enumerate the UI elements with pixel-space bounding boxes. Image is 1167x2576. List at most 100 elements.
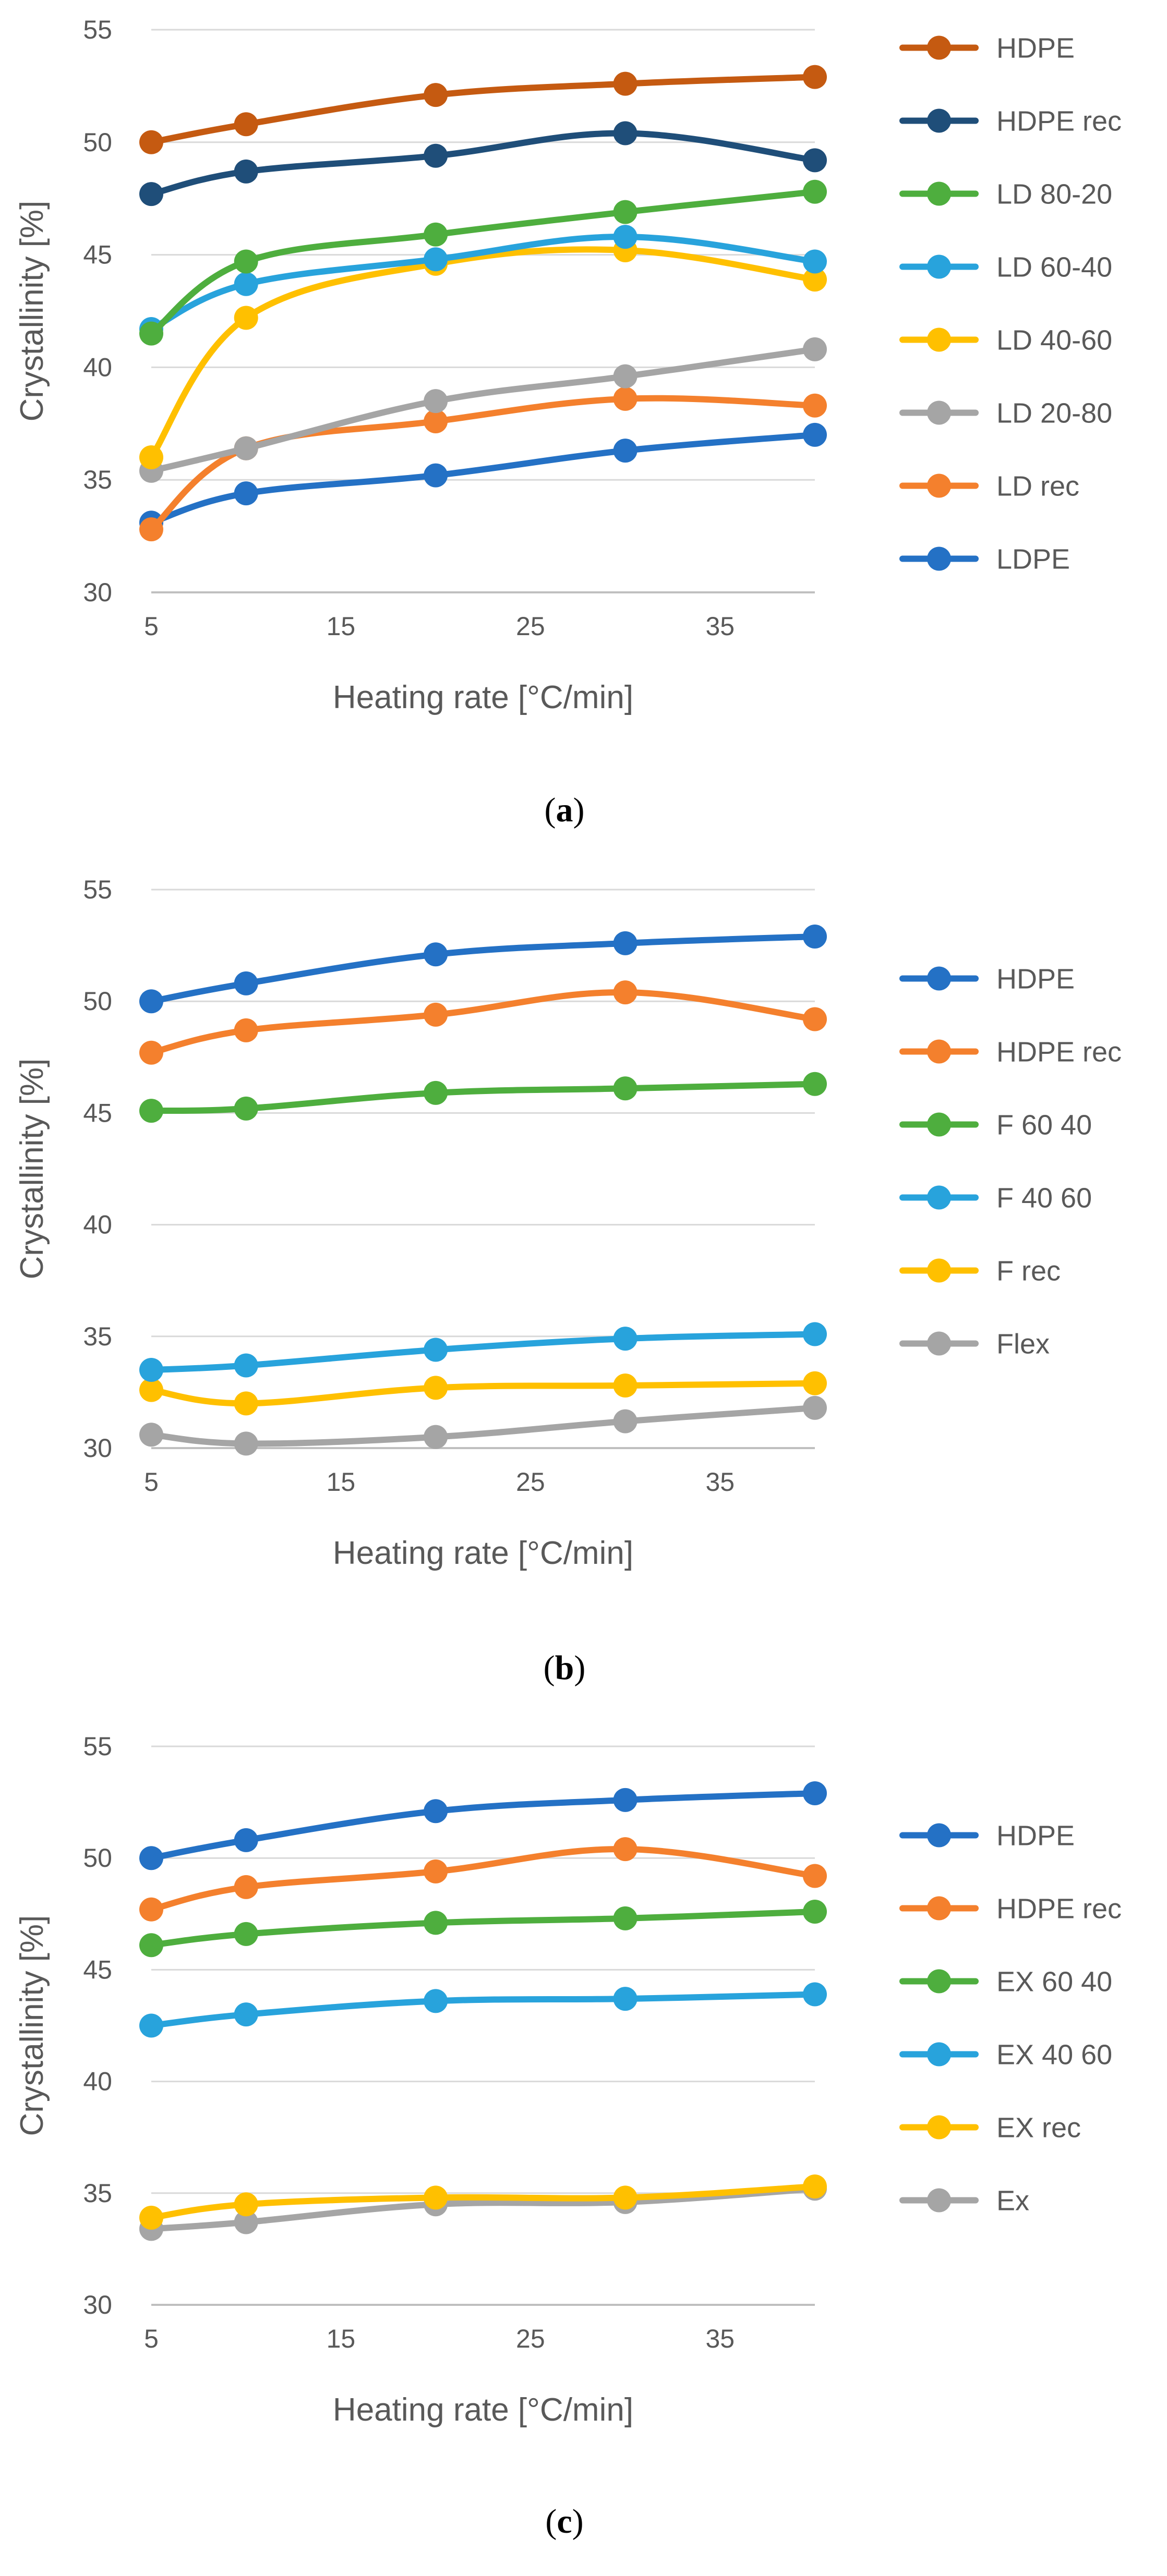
series-ex-40-60: [139, 1982, 827, 2038]
data-point: [803, 1007, 827, 1031]
x-tick-label: 5: [144, 2324, 159, 2353]
data-point: [613, 121, 637, 145]
data-point: [424, 83, 448, 107]
legend-label: EX 60 40: [996, 1966, 1112, 1998]
data-point: [234, 272, 258, 296]
data-point: [139, 2205, 163, 2230]
x-tick-label: 25: [516, 2324, 545, 2353]
data-point: [234, 1431, 258, 1456]
legend-swatch-marker: [927, 400, 951, 425]
data-point: [613, 1076, 637, 1101]
data-point: [424, 1002, 448, 1027]
legend-item: LD 80-20: [899, 179, 1112, 210]
data-point: [234, 481, 258, 506]
legend-label: F rec: [996, 1256, 1061, 1287]
legend-swatch-marker: [927, 2042, 951, 2067]
legend-label: LD rec: [996, 471, 1079, 502]
legend-label: HDPE rec: [996, 1893, 1122, 1925]
data-point: [613, 1906, 637, 1930]
data-point: [234, 112, 258, 137]
series-ld-60-40: [139, 225, 827, 342]
legend-label: LD 60-40: [996, 252, 1112, 283]
data-point: [424, 1425, 448, 1449]
legend-label: HDPE: [996, 1820, 1075, 1852]
series-f-60-40: [139, 1072, 827, 1123]
legend-label: LD 20-80: [996, 398, 1112, 429]
data-point: [424, 2185, 448, 2210]
legend-swatch-marker: [927, 181, 951, 206]
legend: HDPE HDPE rec EX 60 40 EX 40 60 EX rec Ex: [899, 1820, 1122, 2217]
legend-item: LD 20-80: [899, 398, 1112, 429]
data-point: [613, 71, 637, 96]
series-line: [148, 1380, 818, 1407]
legend-item: HDPE: [899, 1820, 1075, 1852]
legend-item: EX 40 60: [899, 2039, 1112, 2071]
data-point: [139, 1040, 163, 1065]
data-point: [424, 1859, 448, 1884]
y-tick-label: 40: [83, 353, 112, 382]
data-point: [139, 182, 163, 206]
x-tick-label: 5: [144, 612, 159, 641]
data-point: [424, 389, 448, 414]
panel-caption: (a): [545, 791, 585, 829]
data-point: [234, 249, 258, 274]
data-point: [234, 1391, 258, 1416]
data-point: [613, 1788, 637, 1812]
data-point: [613, 2185, 637, 2210]
x-axis-title: Heating rate [°C/min]: [333, 679, 633, 715]
series-hdpe: [139, 65, 827, 154]
legend-label: F 60 40: [996, 1110, 1092, 1141]
x-tick-label: 15: [327, 612, 356, 641]
legend-item: HDPE rec: [899, 1037, 1122, 1068]
data-point: [139, 1933, 163, 1958]
data-point: [424, 1080, 448, 1105]
y-tick-label: 40: [83, 1210, 112, 1240]
series-hdpe: [139, 924, 827, 1014]
series-line: [148, 989, 818, 1056]
data-point: [139, 1897, 163, 1922]
legend-label: Ex: [996, 2185, 1029, 2217]
data-point: [234, 2210, 258, 2234]
legend-item: Ex: [899, 2185, 1029, 2217]
data-point: [424, 942, 448, 967]
legend-swatch-marker: [927, 1258, 951, 1283]
legend-swatch-marker: [927, 327, 951, 352]
legend-swatch-marker: [927, 1823, 951, 1848]
legend-label: HDPE rec: [996, 1037, 1122, 1068]
data-point: [803, 268, 827, 292]
data-point: [139, 2013, 163, 2038]
legend-swatch-marker: [927, 2188, 951, 2213]
data-point: [424, 463, 448, 488]
y-tick-label: 50: [83, 128, 112, 157]
series-line: [148, 1846, 818, 1913]
x-tick-label: 15: [327, 2324, 356, 2353]
series-flex: [139, 1395, 827, 1456]
legend-item: HDPE rec: [899, 1893, 1122, 1925]
series-line: [148, 1909, 818, 1949]
x-tick-label: 25: [516, 612, 545, 641]
legend-label: Flex: [996, 1329, 1050, 1360]
data-point: [139, 130, 163, 154]
data-point: [234, 1922, 258, 1946]
data-point: [803, 393, 827, 418]
series-line: [148, 2183, 818, 2221]
series-line: [148, 2185, 818, 2232]
data-point: [139, 445, 163, 470]
data-point: [139, 989, 163, 1014]
y-tick-label: 35: [83, 2179, 112, 2208]
data-point: [803, 179, 827, 204]
data-point: [234, 159, 258, 184]
data-point: [139, 1846, 163, 1870]
y-axis-title: Crystallinity [%]: [14, 201, 50, 422]
legend-item: LD 60-40: [899, 252, 1112, 283]
y-tick-label: 50: [83, 1843, 112, 1873]
series-ld-rec: [139, 386, 827, 542]
y-tick-label: 55: [83, 875, 112, 904]
series-f-40-60: [139, 1322, 827, 1382]
legend-label: HDPE: [996, 964, 1075, 995]
data-point: [424, 409, 448, 433]
legend: HDPE HDPE rec LD 80-20 LD 60-40 LD 40-60 LD 2…: [899, 33, 1122, 575]
data-point: [234, 971, 258, 995]
